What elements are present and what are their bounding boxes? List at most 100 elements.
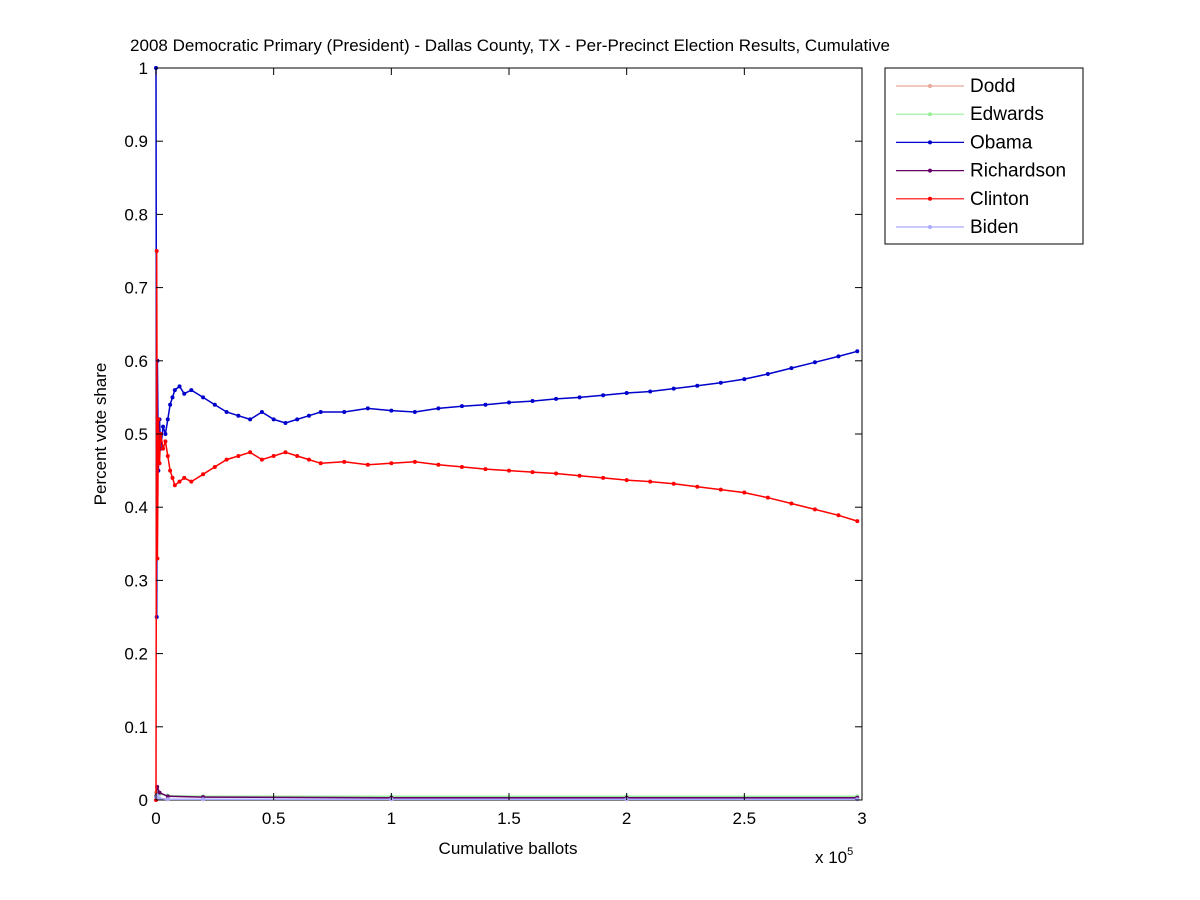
legend-label: Richardson bbox=[970, 161, 1066, 182]
legend-item-obama: Obama bbox=[896, 132, 1033, 153]
data-point-obama bbox=[201, 395, 206, 400]
data-point-obama bbox=[765, 371, 770, 376]
data-point-clinton bbox=[161, 446, 166, 451]
legend-item-edwards: Edwards bbox=[896, 104, 1044, 125]
data-point-obama bbox=[718, 380, 723, 385]
data-point-obama bbox=[168, 402, 173, 407]
x-multiplier-base: x 10 bbox=[815, 848, 847, 867]
legend: Dodd Edwards Obama Richardson Clinton Biden bbox=[884, 67, 1084, 245]
data-point-clinton bbox=[157, 461, 162, 466]
data-point-obama bbox=[412, 410, 417, 415]
data-point-obama bbox=[165, 417, 170, 422]
data-point-clinton bbox=[201, 472, 206, 477]
legend-swatch-marker bbox=[928, 84, 932, 88]
data-point-clinton bbox=[530, 470, 535, 475]
chart-title: 2008 Democratic Primary (President) - Da… bbox=[130, 36, 890, 55]
data-point-obama bbox=[212, 402, 217, 407]
data-point-clinton bbox=[295, 453, 300, 458]
plot-area bbox=[155, 67, 863, 801]
data-point-clinton bbox=[283, 450, 288, 455]
data-point-clinton bbox=[189, 479, 194, 484]
data-point-clinton bbox=[224, 457, 229, 462]
data-point-obama bbox=[365, 406, 370, 411]
data-point-obama bbox=[342, 410, 347, 415]
data-point-clinton bbox=[601, 475, 606, 480]
data-point-obama bbox=[695, 383, 700, 388]
y-tick-label: 0.7 bbox=[124, 279, 148, 298]
data-point-biden bbox=[201, 797, 206, 802]
legend-swatch-marker bbox=[928, 112, 932, 117]
y-tick-label: 0.4 bbox=[124, 498, 148, 517]
data-point-obama bbox=[648, 389, 653, 394]
data-point-obama bbox=[671, 386, 676, 391]
data-point-clinton bbox=[554, 471, 559, 476]
data-point-clinton bbox=[742, 490, 747, 495]
data-point-obama bbox=[170, 395, 175, 400]
data-point-obama bbox=[624, 391, 629, 396]
data-point-obama bbox=[283, 421, 288, 426]
legend-item-dodd: Dodd bbox=[896, 76, 1015, 97]
legend-items: Dodd Edwards Obama Richardson Clinton Biden bbox=[896, 76, 1066, 238]
x-tick-label: 2.5 bbox=[733, 809, 757, 828]
data-point-clinton bbox=[236, 453, 241, 458]
y-axis-label: Percent vote share bbox=[91, 363, 110, 506]
y-tick-label: 0.5 bbox=[124, 425, 148, 444]
data-point-clinton bbox=[163, 439, 168, 444]
legend-label: Edwards bbox=[970, 104, 1044, 125]
y-tick-label: 1 bbox=[139, 59, 148, 78]
data-point-clinton bbox=[812, 507, 817, 512]
legend-label: Biden bbox=[970, 217, 1019, 238]
data-point-obama bbox=[189, 388, 194, 393]
data-point-obama bbox=[161, 424, 166, 429]
x-tick-label: 0.5 bbox=[262, 809, 286, 828]
data-point-obama bbox=[172, 388, 177, 393]
data-point-clinton bbox=[648, 479, 653, 484]
data-point-obama bbox=[177, 384, 182, 389]
series-clinton bbox=[154, 249, 860, 802]
legend-item-clinton: Clinton bbox=[896, 189, 1029, 210]
data-point-clinton bbox=[165, 453, 170, 458]
data-point-obama bbox=[182, 391, 187, 396]
data-point-obama bbox=[742, 377, 747, 382]
legend-swatch-marker bbox=[928, 196, 932, 201]
y-tick-label: 0.8 bbox=[124, 205, 148, 224]
x-tick-label: 0 bbox=[151, 809, 160, 828]
data-point-clinton bbox=[507, 468, 511, 473]
data-point-obama bbox=[271, 417, 276, 422]
data-point-clinton bbox=[182, 475, 187, 480]
y-tick-label: 0 bbox=[139, 791, 148, 810]
data-point-clinton bbox=[718, 487, 723, 492]
data-point-clinton bbox=[271, 453, 276, 458]
data-point-obama bbox=[483, 402, 488, 407]
data-point-clinton bbox=[155, 556, 160, 561]
x-tick-label: 1.5 bbox=[497, 809, 521, 828]
y-tick-label: 0.9 bbox=[124, 132, 148, 151]
data-point-obama bbox=[224, 410, 229, 415]
x-tick-label: 2 bbox=[622, 809, 631, 828]
data-point-clinton bbox=[170, 475, 175, 480]
data-point-clinton bbox=[389, 461, 394, 466]
data-point-clinton bbox=[318, 461, 323, 466]
x-multiplier-label: x 105 bbox=[815, 846, 853, 867]
data-point-clinton bbox=[789, 501, 794, 506]
x-axis-label: Cumulative ballots bbox=[439, 839, 578, 858]
data-point-richardson bbox=[165, 794, 170, 799]
data-point-obama bbox=[601, 393, 606, 398]
data-point-obama bbox=[259, 410, 264, 415]
legend-box bbox=[884, 67, 1084, 245]
data-point-clinton bbox=[177, 479, 182, 484]
data-point-clinton bbox=[212, 464, 217, 469]
data-point-clinton bbox=[695, 484, 700, 489]
data-point-obama bbox=[163, 432, 168, 436]
data-point-clinton bbox=[836, 513, 841, 518]
y-tick-label: 0.1 bbox=[124, 718, 148, 737]
series-layer bbox=[154, 66, 860, 802]
y-tick-label: 0.6 bbox=[124, 352, 148, 371]
data-point-clinton bbox=[412, 459, 417, 464]
data-point-obama bbox=[295, 417, 300, 422]
y-tick-label: 0.3 bbox=[124, 571, 148, 590]
legend-label: Dodd bbox=[970, 76, 1015, 97]
data-point-clinton bbox=[671, 481, 676, 486]
y-tick-label: 0.2 bbox=[124, 645, 148, 664]
